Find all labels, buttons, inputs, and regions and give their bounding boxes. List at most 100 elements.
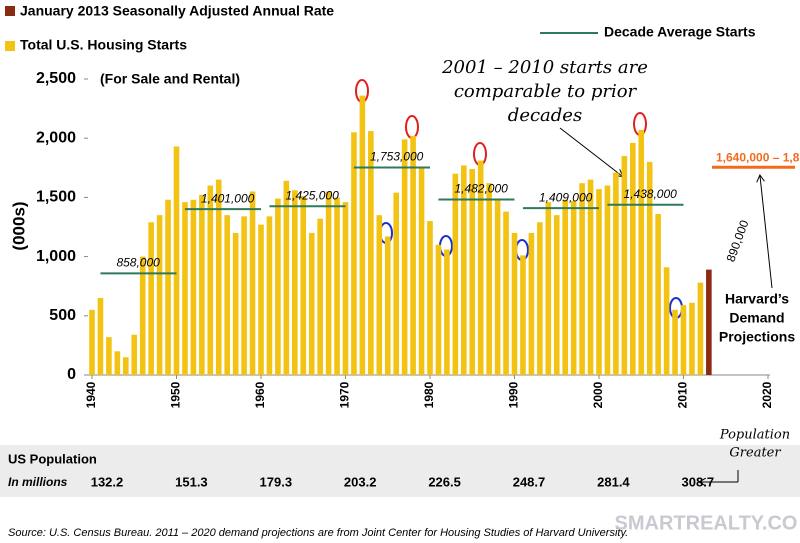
population-value: 308.7 bbox=[682, 474, 715, 489]
x-tick-label: 1990 bbox=[507, 381, 521, 408]
bar bbox=[165, 199, 171, 375]
bar bbox=[630, 142, 636, 375]
bar bbox=[308, 232, 315, 375]
bar bbox=[368, 131, 374, 375]
y-tick-label: 0 bbox=[67, 366, 76, 383]
population-value: 248.7 bbox=[513, 474, 546, 489]
bar bbox=[503, 211, 509, 375]
watermark: SMARTREALTY.CO bbox=[615, 512, 798, 534]
annotation: 2001 – 2010 starts are bbox=[441, 57, 648, 78]
legend-swatch bbox=[5, 6, 15, 16]
y-tick-label: 2,500 bbox=[36, 70, 76, 87]
projection-label: 1,640,000 – 1,870,000 bbox=[716, 150, 800, 164]
population-unit: In millions bbox=[8, 475, 68, 489]
projection-text: Harvard’s bbox=[725, 291, 789, 307]
decade-average-label: 1,401,000 bbox=[201, 191, 255, 205]
y-tick-label: 500 bbox=[49, 307, 76, 324]
bar bbox=[663, 267, 670, 375]
bar bbox=[283, 180, 290, 375]
bar bbox=[401, 139, 408, 375]
bar bbox=[486, 183, 492, 375]
decade-average-label: 1,409,000 bbox=[539, 190, 593, 204]
bar-value-label: 890,000 bbox=[723, 218, 751, 264]
bar bbox=[384, 236, 391, 375]
bar bbox=[224, 215, 230, 375]
legend-label: Total U.S. Housing Starts bbox=[20, 37, 187, 53]
bar bbox=[579, 183, 585, 375]
decade-average-label: 1,482,000 bbox=[454, 182, 508, 196]
x-tick-label: 2020 bbox=[760, 381, 774, 408]
x-tick-label: 1950 bbox=[169, 381, 183, 408]
subtitle: (For Sale and Rental) bbox=[100, 71, 240, 87]
projection-arrow bbox=[760, 176, 773, 289]
population-note: Population bbox=[719, 428, 790, 443]
bar bbox=[190, 199, 197, 375]
x-tick-label: 1940 bbox=[84, 381, 98, 408]
legend-swatch bbox=[5, 41, 15, 51]
population-value: 132.2 bbox=[91, 474, 124, 489]
legend-label: January 2013 Seasonally Adjusted Annual … bbox=[20, 3, 334, 19]
bar bbox=[562, 199, 568, 375]
y-tick-label: 2,000 bbox=[36, 129, 76, 146]
bar bbox=[325, 191, 332, 375]
y-tick-label: 1,000 bbox=[36, 248, 76, 265]
bar bbox=[97, 298, 104, 375]
bar bbox=[638, 129, 645, 375]
population-value: 203.2 bbox=[344, 474, 377, 489]
bar bbox=[232, 232, 239, 375]
x-tick-label: 1960 bbox=[253, 381, 267, 408]
x-tick-label: 1980 bbox=[422, 381, 436, 408]
bar bbox=[570, 200, 577, 375]
bar bbox=[89, 309, 95, 375]
source: Source: U.S. Census Bureau. 2011 – 2020 … bbox=[8, 527, 628, 539]
y-axis-label: (000s) bbox=[9, 201, 28, 250]
bar bbox=[207, 185, 214, 375]
population-note: Greater bbox=[729, 446, 781, 461]
bar bbox=[351, 132, 357, 375]
bar bbox=[655, 213, 661, 375]
bar bbox=[444, 249, 450, 375]
bar bbox=[680, 305, 687, 375]
population-value: 151.3 bbox=[175, 474, 208, 489]
bar bbox=[156, 215, 163, 375]
bar bbox=[114, 351, 121, 375]
decade-average-label: 1,425,000 bbox=[285, 188, 339, 202]
population-value: 226.5 bbox=[428, 474, 461, 489]
bar bbox=[706, 269, 712, 375]
bar bbox=[241, 216, 247, 375]
bar bbox=[258, 224, 264, 375]
bar bbox=[300, 196, 307, 375]
x-tick-label: 1970 bbox=[338, 381, 352, 408]
bar bbox=[672, 309, 678, 375]
bar bbox=[359, 95, 366, 376]
bar bbox=[469, 168, 476, 375]
population-band bbox=[0, 445, 800, 497]
bar bbox=[199, 195, 205, 375]
x-tick-label: 2000 bbox=[591, 381, 605, 408]
projection-text: Projections bbox=[719, 329, 795, 345]
decade-average-label: 858,000 bbox=[116, 256, 160, 270]
bar bbox=[621, 155, 628, 375]
bar bbox=[317, 218, 323, 375]
bar bbox=[545, 202, 552, 375]
bar bbox=[646, 161, 653, 375]
bar bbox=[266, 216, 273, 375]
bar bbox=[528, 232, 535, 375]
population-value: 179.3 bbox=[260, 474, 293, 489]
bar bbox=[435, 244, 442, 375]
legend-label: Decade Average Starts bbox=[604, 24, 756, 40]
annotation: comparable to prior bbox=[454, 81, 638, 102]
population-value: 281.4 bbox=[597, 474, 630, 489]
annotation: decades bbox=[508, 105, 582, 126]
bar bbox=[537, 222, 543, 375]
population-title: US Population bbox=[8, 451, 97, 466]
bar bbox=[376, 215, 383, 375]
projection-text: Demand bbox=[729, 310, 784, 326]
bar bbox=[587, 179, 594, 375]
bar bbox=[131, 334, 138, 375]
bar bbox=[292, 190, 298, 375]
bar bbox=[461, 165, 467, 375]
bar bbox=[477, 160, 484, 375]
bar bbox=[249, 191, 256, 375]
